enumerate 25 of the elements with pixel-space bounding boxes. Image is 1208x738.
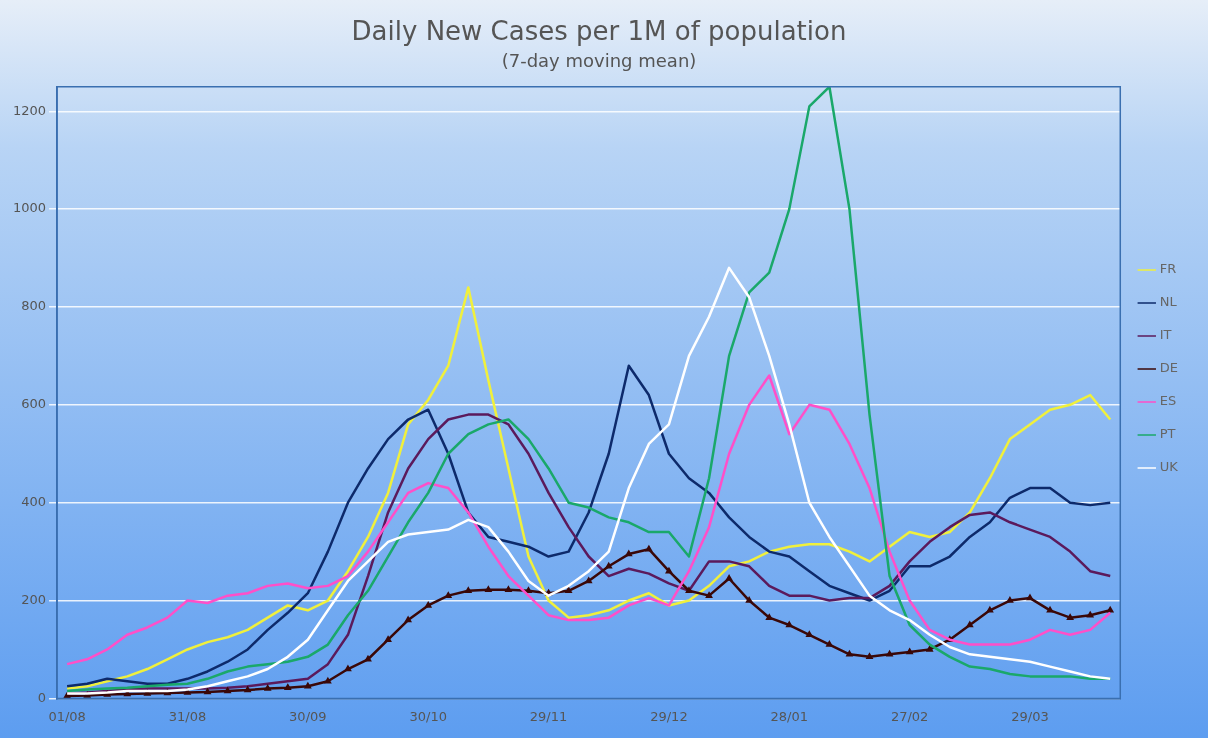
legend-label: FR xyxy=(1159,261,1177,277)
y-tick-label: 600 xyxy=(21,396,47,412)
legend-label: NL xyxy=(1159,294,1178,310)
x-tick-label: 28/01 xyxy=(770,708,809,724)
x-tick-label: 29/12 xyxy=(650,708,688,724)
legend-label: ES xyxy=(1159,393,1177,409)
legend-label: IT xyxy=(1159,327,1172,343)
x-tick-label: 01/08 xyxy=(48,708,86,724)
y-tick-label: 400 xyxy=(21,494,47,510)
y-tick-label: 0 xyxy=(37,689,47,705)
chart-subtitle: (7-day moving mean) xyxy=(501,49,697,71)
chart-title: Daily New Cases per 1M of population xyxy=(351,16,847,47)
x-tick-label: 31/08 xyxy=(168,708,207,724)
legend-label: UK xyxy=(1159,459,1179,475)
x-tick-label: 30/10 xyxy=(409,708,447,724)
y-tick-label: 1000 xyxy=(12,200,47,216)
y-tick-label: 800 xyxy=(21,298,47,314)
y-tick-label: 200 xyxy=(21,591,47,607)
legend-label: PT xyxy=(1159,426,1176,442)
x-tick-label: 27/02 xyxy=(890,708,929,724)
y-tick-label: 1200 xyxy=(12,102,47,118)
x-tick-label: 29/11 xyxy=(529,708,568,724)
x-tick-label: 29/03 xyxy=(1011,708,1049,724)
legend-label: DE xyxy=(1159,360,1179,376)
x-tick-label: 30/09 xyxy=(289,708,327,724)
